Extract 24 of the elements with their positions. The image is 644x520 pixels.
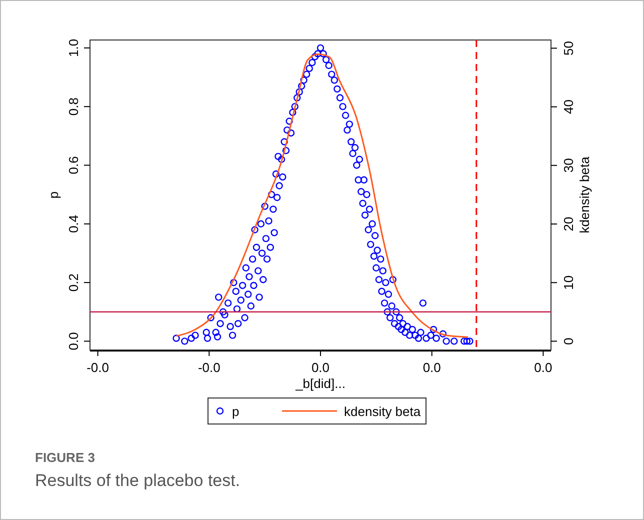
y2-axis-title: kdensity beta xyxy=(577,156,592,234)
text: Results of the placebo test. xyxy=(35,471,240,490)
y2-tick-label: 10 xyxy=(561,275,576,290)
y2-tick-label: 50 xyxy=(561,40,576,56)
x-axis-title: _b[did]... xyxy=(294,376,346,391)
y-tick-label: 0.4 xyxy=(66,214,81,233)
y2-tick-label: 30 xyxy=(561,158,576,173)
y-tick-label: 1.0 xyxy=(66,38,81,57)
x-tick-label: -0.0 xyxy=(198,360,220,375)
caption: FIGURE 3 xyxy=(35,450,95,465)
legend-label: kdensity beta xyxy=(344,404,422,419)
y2-tick-label: 0 xyxy=(561,338,576,345)
y-tick-label: 0.6 xyxy=(66,156,81,174)
x-tick-label: -0.0 xyxy=(86,360,109,375)
y-tick-label: 0.2 xyxy=(66,274,81,292)
y2-tick-label: 40 xyxy=(561,100,576,114)
x-tick-label: 0.0 xyxy=(422,360,441,375)
y2-tick-label: 20 xyxy=(561,216,576,232)
x-tick-label: 0.0 xyxy=(311,360,330,375)
y-tick-label: 0.0 xyxy=(66,332,81,350)
y-tick-label: 0.8 xyxy=(66,98,81,116)
legend-label: p xyxy=(232,404,240,419)
y-axis-title: p xyxy=(46,191,61,199)
x-tick-label: 0.0 xyxy=(534,360,552,375)
